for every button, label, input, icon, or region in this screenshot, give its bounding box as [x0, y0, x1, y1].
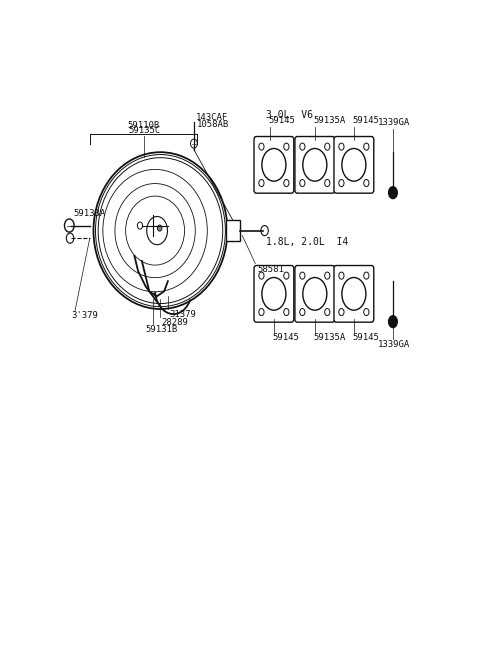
Circle shape	[339, 143, 344, 150]
Text: 28289: 28289	[161, 317, 188, 327]
Circle shape	[324, 179, 330, 187]
Text: 59133A: 59133A	[73, 209, 105, 218]
Circle shape	[300, 309, 305, 315]
Text: 59145: 59145	[352, 116, 379, 125]
Circle shape	[259, 272, 264, 279]
Circle shape	[364, 309, 369, 315]
Circle shape	[324, 272, 330, 279]
Circle shape	[284, 179, 289, 187]
Text: 1339GA: 1339GA	[378, 118, 410, 127]
Text: 3.0L  V6: 3.0L V6	[266, 110, 313, 120]
FancyBboxPatch shape	[334, 265, 374, 322]
Text: 1.8L, 2.0L  I4: 1.8L, 2.0L I4	[266, 237, 348, 247]
FancyBboxPatch shape	[226, 221, 240, 240]
Circle shape	[261, 225, 268, 236]
Text: 1339GA: 1339GA	[378, 340, 410, 350]
FancyBboxPatch shape	[254, 137, 294, 193]
Circle shape	[137, 222, 143, 229]
Text: 31379: 31379	[170, 310, 197, 319]
Circle shape	[342, 148, 366, 181]
Circle shape	[259, 179, 264, 187]
Circle shape	[259, 309, 264, 315]
Circle shape	[300, 143, 305, 150]
Circle shape	[364, 179, 369, 187]
Text: 58581: 58581	[257, 265, 284, 274]
Circle shape	[300, 272, 305, 279]
Circle shape	[324, 143, 330, 150]
Circle shape	[191, 139, 197, 148]
Circle shape	[339, 179, 344, 187]
Circle shape	[324, 309, 330, 315]
Circle shape	[342, 277, 366, 310]
Text: 59135A: 59135A	[313, 333, 345, 342]
Circle shape	[284, 143, 289, 150]
Text: 59145: 59145	[352, 333, 379, 342]
Text: 59110B: 59110B	[127, 122, 160, 131]
Circle shape	[157, 225, 162, 231]
Circle shape	[388, 315, 397, 328]
Text: 59135C: 59135C	[129, 126, 161, 135]
FancyBboxPatch shape	[295, 137, 335, 193]
Circle shape	[284, 309, 289, 315]
Text: 143CAF: 143CAF	[196, 113, 228, 122]
Circle shape	[147, 217, 168, 244]
Circle shape	[364, 143, 369, 150]
Circle shape	[64, 219, 74, 232]
Circle shape	[284, 272, 289, 279]
Ellipse shape	[94, 152, 228, 309]
Circle shape	[262, 148, 286, 181]
Text: 59145: 59145	[268, 116, 295, 125]
Circle shape	[364, 272, 369, 279]
Circle shape	[388, 187, 397, 198]
Circle shape	[303, 277, 327, 310]
Text: 3'379: 3'379	[71, 311, 98, 319]
Circle shape	[262, 277, 286, 310]
Circle shape	[300, 179, 305, 187]
Text: 59135A: 59135A	[313, 116, 345, 125]
Circle shape	[339, 309, 344, 315]
Circle shape	[259, 143, 264, 150]
Text: 1058AB: 1058AB	[197, 120, 229, 129]
FancyBboxPatch shape	[295, 265, 335, 322]
FancyBboxPatch shape	[334, 137, 374, 193]
Circle shape	[66, 233, 74, 243]
Text: 59131B: 59131B	[145, 325, 178, 334]
Text: 59145: 59145	[272, 333, 299, 342]
Circle shape	[303, 148, 327, 181]
FancyBboxPatch shape	[254, 265, 294, 322]
Circle shape	[339, 272, 344, 279]
